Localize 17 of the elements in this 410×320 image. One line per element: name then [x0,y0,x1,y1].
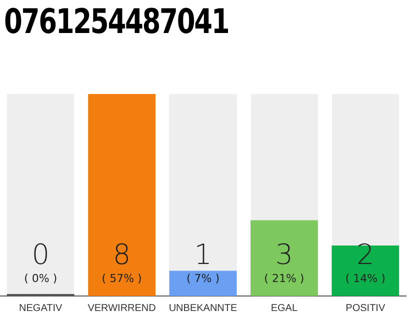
data-label: 0 [32,238,50,271]
annotation: ( 57% ) [102,272,142,285]
data-label: 1 [194,238,212,271]
annotation: ( 14% ) [345,272,386,285]
x-tick-label: VERWIRREND [88,302,156,314]
data-label: 3 [275,238,294,271]
annotation: ( 21% ) [264,272,304,285]
x-tick-label: NEGATIV [19,302,63,314]
data-label: 2 [356,238,374,271]
chart-title: 0761254487041 [4,1,230,44]
x-tick-label: UNBEKANNTE [168,302,238,314]
data-label: 8 [112,238,131,271]
annotation: ( 7% ) [186,272,220,285]
bar [169,270,237,296]
x-tick-label: POSITIV [346,302,386,314]
annotation: ( 0% ) [24,272,58,285]
x-tick-label: EGAL [270,302,298,314]
